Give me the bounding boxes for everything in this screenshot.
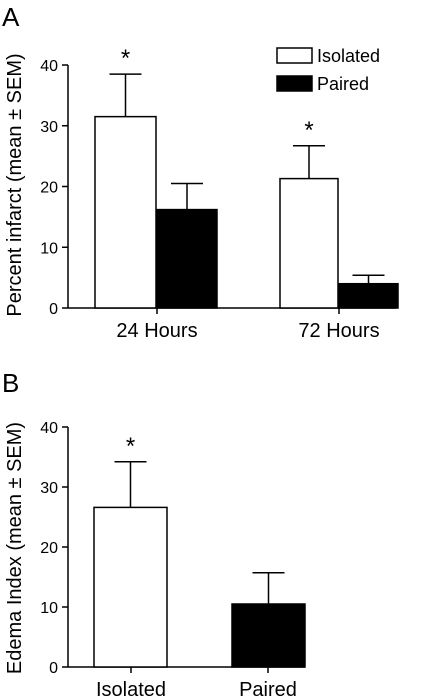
- panel-a-category-label: 72 Hours: [298, 320, 379, 342]
- panel-b-y-tick-label: 0: [49, 660, 58, 677]
- panel-a-significance-mark: *: [121, 45, 130, 72]
- panel-b-bar: [231, 603, 306, 668]
- panel-a-y-tick-label: 10: [40, 240, 58, 257]
- panel-b-category-label: Paired: [239, 679, 297, 699]
- panel-a-legend-label: Paired: [317, 74, 369, 94]
- panel-a-bar: [94, 115, 157, 309]
- panel-a-bar: [338, 282, 399, 309]
- panel-a-y-tick-label: 20: [40, 180, 58, 197]
- panel-b-chart: 0 10 20 30 40 * Isolated Paired: [40, 420, 306, 699]
- panel-a-significance-mark: *: [304, 117, 313, 144]
- panel-a-legend-swatch: [276, 75, 313, 92]
- panel-b-significance-mark: *: [126, 433, 135, 460]
- panel-a-y-axis-label: Percent infarct (mean ± SEM): [4, 53, 26, 316]
- panel-a-y-tick-label: 0: [49, 301, 58, 318]
- panel-a-y-tick-label: 40: [40, 58, 58, 75]
- panel-b-bar: [93, 506, 168, 668]
- panel-b-letter: B: [2, 368, 19, 398]
- panel-a-letter: A: [2, 2, 20, 32]
- panel-b-category-label: Isolated: [96, 679, 166, 699]
- panel-a-y-tick-label: 30: [40, 119, 58, 136]
- panel-a-legend-swatch: [276, 47, 313, 64]
- panel-a-chart: 0 10 20 30 40 * 24 Hours * 72 Hours Isolated Paire…: [40, 45, 399, 342]
- panel-b-y-tick-label: 30: [40, 480, 58, 497]
- panel-b-y-tick-label: 10: [40, 600, 58, 617]
- panel-b-y-tick-label: 40: [40, 420, 58, 437]
- panel-a-bar: [279, 177, 339, 309]
- panel-a-category-label: 24 Hours: [116, 320, 197, 342]
- panel-a-bar: [156, 208, 218, 309]
- panel-a-legend-label: Isolated: [317, 46, 380, 66]
- panel-b-y-tick-label: 20: [40, 540, 58, 557]
- panel-b-y-axis-label: Edema Index (mean ± SEM): [4, 422, 26, 674]
